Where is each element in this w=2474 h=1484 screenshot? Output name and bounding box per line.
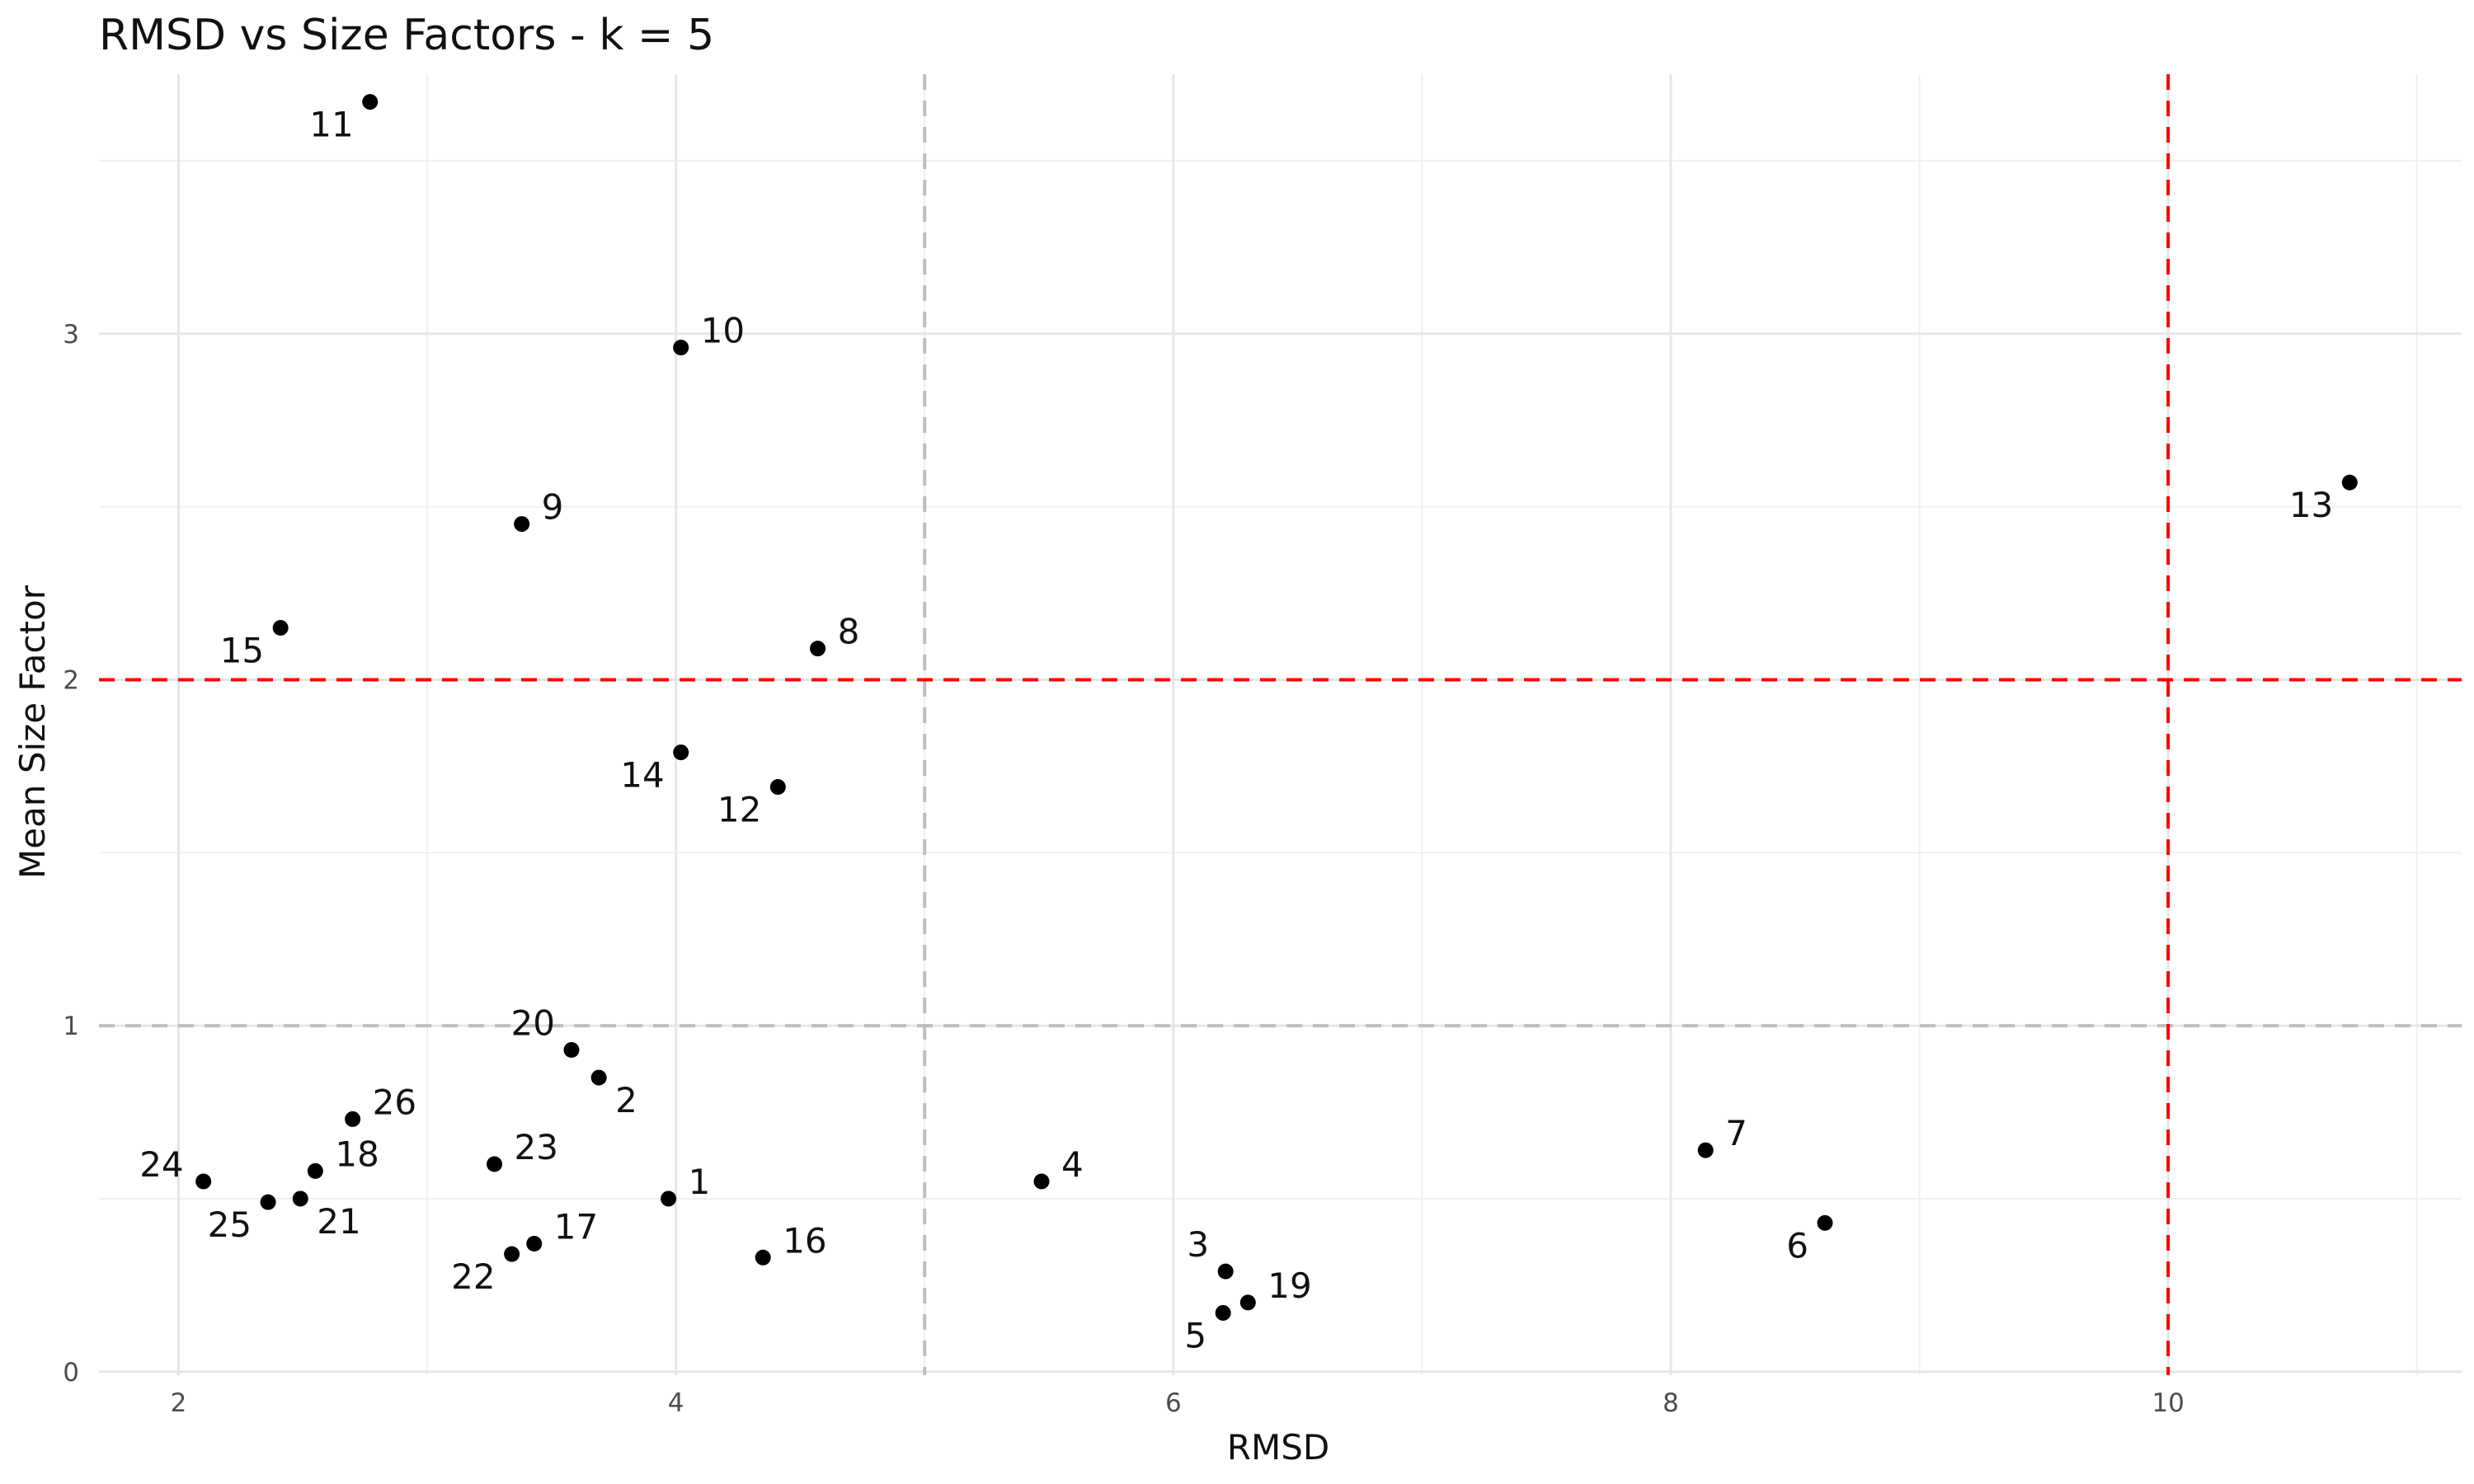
point-label: 24 [139,1144,183,1185]
point-label: 7 [1725,1113,1747,1153]
data-point [661,1190,677,1207]
point-label: 26 [373,1082,416,1122]
point-label: 1 [689,1162,711,1202]
data-point [1033,1173,1050,1190]
data-point [504,1246,520,1262]
x-tick-label: 2 [171,1388,187,1418]
data-point [769,779,786,796]
point-label: 25 [208,1205,252,1245]
data-point [195,1173,212,1190]
point-label: 22 [451,1256,495,1297]
point-label: 12 [717,790,761,830]
data-point [2341,474,2358,491]
point-label: 13 [2289,485,2333,525]
y-tick-label: 3 [63,320,79,350]
point-label: 5 [1184,1315,1206,1355]
x-axis-title: RMSD [1227,1427,1329,1468]
point-label: 20 [511,1003,555,1044]
point-label: 23 [515,1127,558,1167]
point-label: 2 [615,1080,637,1120]
data-point [755,1249,771,1266]
y-tick-label: 0 [63,1358,79,1388]
point-label: 16 [783,1220,826,1261]
grid [99,74,2462,1375]
point-label: 17 [554,1207,598,1247]
data-point [1217,1263,1234,1280]
data-point [307,1162,323,1179]
x-tick-label: 4 [668,1388,684,1418]
point-label: 15 [220,630,264,670]
data-point [260,1194,276,1210]
data-point [810,641,826,657]
data-point [487,1156,503,1172]
point-label: 10 [701,311,745,351]
point-label: 6 [1786,1225,1808,1266]
data-point [563,1042,580,1058]
point-label: 8 [838,612,860,652]
point-label: 14 [620,755,664,796]
y-tick-label: 1 [63,1012,79,1041]
data-point [345,1111,361,1127]
point-label: 3 [1187,1224,1209,1265]
data-point [272,619,289,636]
data-point [514,516,530,533]
data-point [362,94,379,110]
data-point [292,1190,308,1207]
point-label: 11 [309,105,353,145]
x-tick-label: 10 [2152,1388,2184,1418]
point-label: 21 [317,1201,360,1242]
point-label: 18 [335,1134,379,1174]
data-point [1817,1214,1833,1231]
y-tick-label: 2 [63,665,79,695]
data-point [673,340,689,356]
point-label: 19 [1268,1266,1311,1306]
data-point [1215,1304,1231,1321]
x-tick-label: 6 [1165,1388,1182,1418]
data-points: 1234567891011121314151617181920212223242… [139,94,2358,1355]
reference-lines [99,74,2462,1375]
data-point [526,1236,543,1252]
x-tick-label: 8 [1663,1388,1679,1418]
chart-title: RMSD vs Size Factors - k = 5 [99,11,714,60]
data-point [1239,1294,1256,1311]
point-label: 4 [1061,1144,1084,1185]
y-axis-title: Mean Size Factor [12,585,53,879]
data-point [1697,1142,1714,1158]
data-point [590,1069,607,1086]
point-label: 9 [542,487,564,528]
data-point [673,744,689,761]
